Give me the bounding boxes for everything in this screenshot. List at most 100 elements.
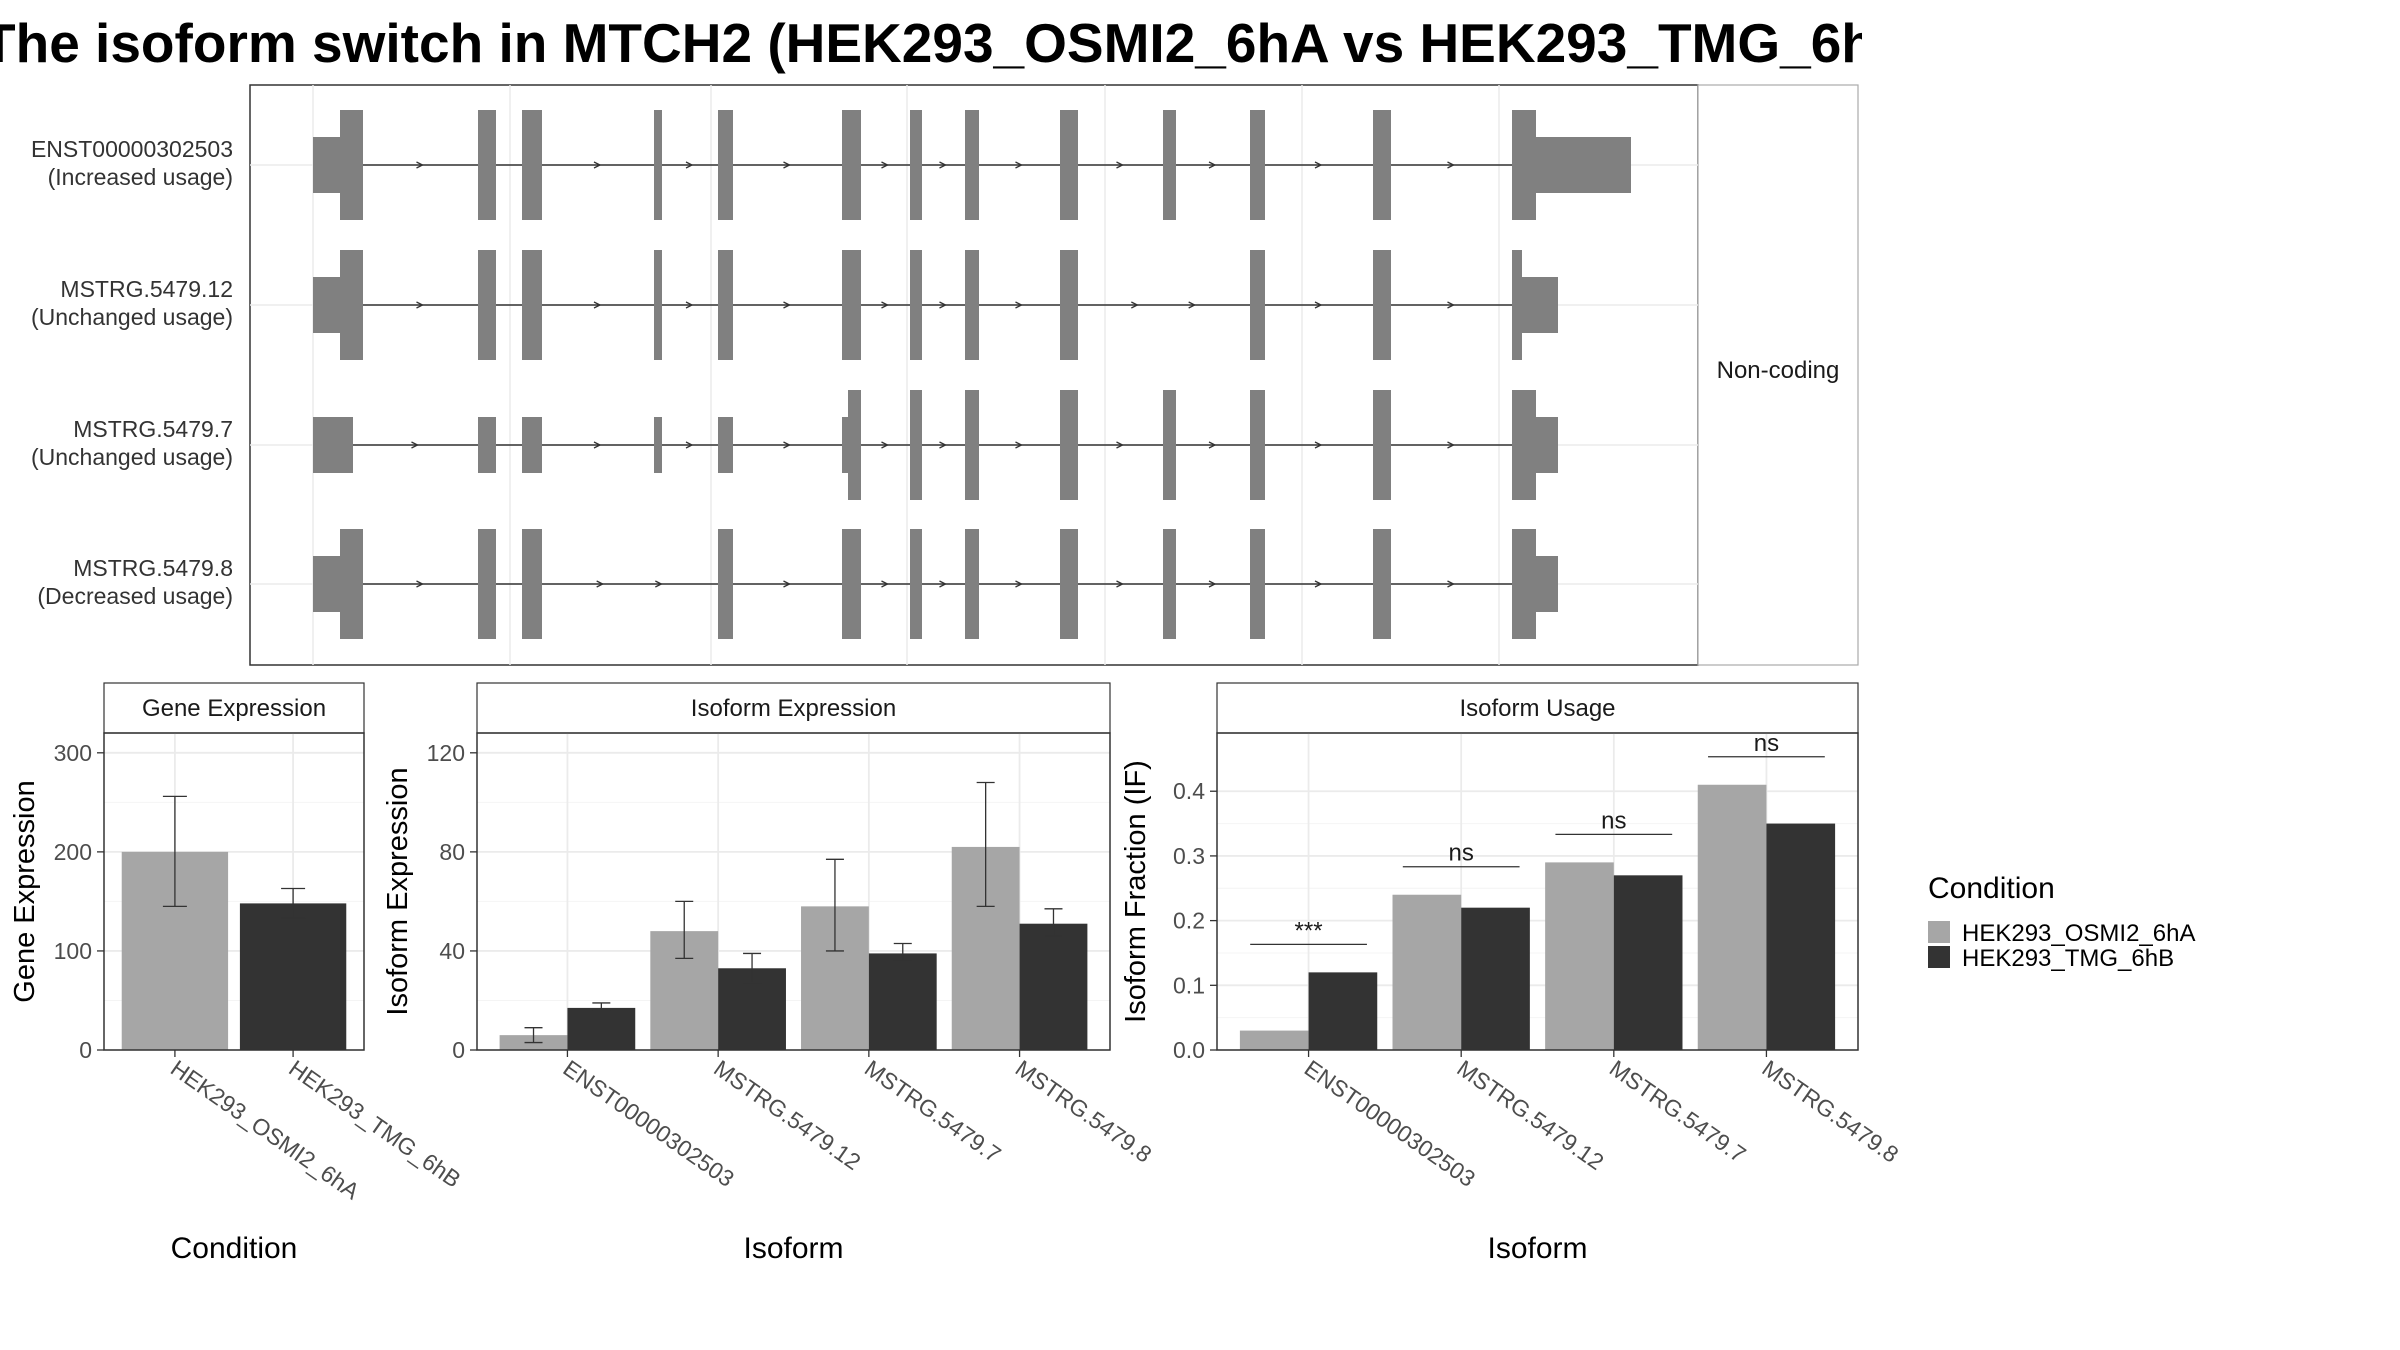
- exon: [340, 529, 363, 639]
- y-axis-title: Gene Expression: [9, 780, 41, 1002]
- y-tick-label: 0: [79, 1037, 92, 1063]
- exon: [313, 277, 340, 333]
- direction-arrow: [1188, 301, 1197, 309]
- exon: [1373, 529, 1391, 639]
- significance-label: ***: [1295, 917, 1323, 944]
- bar: [1697, 784, 1767, 1050]
- bar: [1019, 923, 1088, 1050]
- direction-arrow: [1447, 441, 1455, 449]
- direction-arrow: [783, 301, 791, 309]
- direction-arrow: [1015, 161, 1023, 169]
- significance-label: ns: [1449, 840, 1474, 867]
- direction-arrow: [411, 441, 419, 449]
- direction-arrow: [416, 161, 424, 169]
- legend-title: Condition: [1928, 872, 2055, 905]
- direction-arrow: [1116, 580, 1124, 588]
- direction-arrow: [1015, 441, 1023, 449]
- direction-arrow: [1131, 301, 1139, 309]
- exon: [522, 250, 542, 360]
- exon: [718, 250, 733, 360]
- exon: [522, 110, 542, 220]
- direction-arrow: [1314, 301, 1323, 309]
- direction-arrow: [593, 301, 602, 309]
- x-axis-title: Isoform: [743, 1232, 843, 1265]
- x-tick-label: MSTRG.5479.12: [709, 1055, 865, 1175]
- legend-swatch: [1928, 921, 1950, 943]
- transcript-id-label: MSTRG.5479.8: [73, 555, 233, 581]
- significance-label: ns: [1754, 730, 1779, 757]
- exon: [965, 110, 979, 220]
- direction-arrow: [416, 580, 424, 588]
- direction-arrow: [685, 301, 694, 309]
- exon: [1060, 529, 1078, 639]
- direction-arrow: [1208, 580, 1217, 588]
- exon: [340, 110, 363, 220]
- transcript-usage-label: (Unchanged usage): [31, 444, 233, 470]
- exon: [1163, 390, 1176, 500]
- exon: [965, 390, 979, 500]
- figure-title: The isoform switch in MTCH2 (HEK293_OSMI…: [0, 12, 1862, 74]
- chart-panel: Isoform Usage***nsnsns0.00.10.20.30.4ENS…: [1120, 682, 1904, 1265]
- direction-arrow: [593, 161, 602, 169]
- direction-arrow: [685, 161, 694, 169]
- direction-arrow: [593, 441, 602, 449]
- direction-arrow: [1208, 441, 1217, 449]
- direction-arrow: [783, 580, 791, 588]
- exon: [654, 110, 662, 220]
- direction-arrow: [1447, 580, 1455, 588]
- bar: [1239, 1030, 1309, 1050]
- transcript-usage-label: (Unchanged usage): [31, 304, 233, 330]
- x-tick-label: HEK293_OSMI2_6hA: [166, 1055, 365, 1205]
- direction-arrow: [881, 441, 889, 449]
- exon: [1373, 250, 1391, 360]
- exon: [842, 417, 848, 473]
- direction-arrow: [939, 580, 947, 588]
- panel-strip: [1216, 682, 1859, 734]
- transcript-row: MSTRG.5479.8(Decreased usage): [37, 529, 1558, 639]
- transcript-row: MSTRG.5479.7(Unchanged usage): [31, 390, 1558, 500]
- legend-label: HEK293_OSMI2_6hA: [1962, 920, 2195, 947]
- exon: [1250, 390, 1265, 500]
- x-tick-label: MSTRG.5479.7: [860, 1055, 1006, 1168]
- x-tick-label: MSTRG.5479.8: [1758, 1055, 1904, 1168]
- exon: [522, 417, 542, 473]
- exon: [654, 250, 662, 360]
- exon: [965, 250, 979, 360]
- exon: [654, 417, 662, 473]
- significance-label: ns: [1601, 807, 1626, 834]
- direction-arrow: [416, 301, 424, 309]
- exon: [522, 529, 542, 639]
- exon: [965, 529, 979, 639]
- direction-arrow: [881, 580, 889, 588]
- transcript-id-label: MSTRG.5479.12: [60, 276, 233, 302]
- structure-panel: Non-coding ENST00000302503(Increased usag…: [31, 84, 1859, 666]
- exon: [842, 110, 861, 220]
- exon: [313, 417, 353, 473]
- exon: [1060, 250, 1078, 360]
- exon: [718, 110, 733, 220]
- exon: [340, 250, 363, 360]
- exon: [313, 137, 340, 193]
- direction-arrow: [1314, 441, 1323, 449]
- panel-border: [1216, 732, 1859, 1051]
- direction-arrow: [1208, 161, 1217, 169]
- transcript-id-label: MSTRG.5479.7: [73, 416, 233, 442]
- exon: [910, 529, 922, 639]
- y-tick-label: 0.2: [1173, 908, 1205, 934]
- direction-arrow: [1314, 161, 1323, 169]
- x-axis-title: Condition: [171, 1232, 298, 1265]
- direction-arrow: [1314, 580, 1323, 588]
- exon: [1250, 110, 1265, 220]
- bar: [1545, 862, 1614, 1050]
- exon: [842, 529, 861, 639]
- exon: [1373, 110, 1391, 220]
- y-tick-label: 0.1: [1173, 972, 1205, 998]
- direction-arrow: [1116, 161, 1124, 169]
- exon: [910, 110, 922, 220]
- x-axis-title: Isoform: [1487, 1232, 1587, 1265]
- chart-panel: Isoform Expression04080120ENST0000030250…: [382, 682, 1157, 1265]
- exon: [478, 529, 496, 639]
- y-tick-label: 40: [439, 938, 465, 964]
